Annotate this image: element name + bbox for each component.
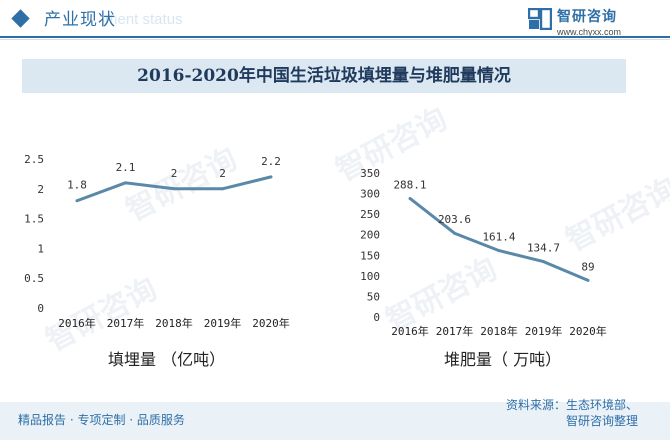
data-source: 资料来源：生态环境部、 智研咨询整理	[506, 397, 638, 429]
data-point	[408, 196, 412, 200]
data-label: 2.1	[116, 161, 136, 174]
chart-title: 2016-2020年中国生活垃圾填埋量与堆肥量情况	[137, 66, 511, 86]
y-tick-label: 1	[37, 242, 44, 255]
logo-icon	[528, 8, 552, 30]
data-label: 203.6	[438, 213, 471, 226]
data-point	[75, 199, 79, 203]
data-point	[269, 175, 273, 179]
data-label: 161.4	[482, 231, 515, 244]
y-tick-label: 1.5	[24, 213, 44, 226]
data-label: 1.8	[67, 179, 87, 192]
x-tick-label: 2020年	[252, 316, 290, 330]
data-point	[453, 231, 456, 235]
y-tick-label: 0.5	[24, 272, 44, 285]
data-source-line-1: 资料来源：生态环境部、	[506, 398, 639, 412]
data-point	[586, 278, 590, 282]
y-tick-label: 250	[360, 208, 380, 221]
y-tick-label: 200	[360, 229, 380, 242]
data-label: 288.1	[393, 178, 426, 191]
data-label: 2	[171, 167, 178, 180]
logo-url[interactable]: www.chyxx.com	[557, 27, 622, 37]
footer-tagline: 精品报告 · 专项定制 · 品质服务	[18, 413, 185, 427]
section-subtitle-en: ment status	[105, 11, 183, 28]
section-title: 产业现状	[44, 10, 116, 30]
x-tick-label: 2019年	[204, 316, 242, 330]
data-label: 2.2	[261, 155, 281, 168]
x-tick-label: 2018年	[480, 324, 518, 338]
x-tick-label: 2018年	[155, 316, 193, 330]
x-tick-label: 2016年	[58, 316, 96, 330]
data-point	[221, 187, 224, 191]
y-tick-label: 2	[37, 183, 44, 196]
x-tick-label: 2016年	[391, 324, 429, 338]
y-tick-label: 350	[360, 167, 380, 180]
data-label: 2	[219, 167, 226, 180]
compost-chart-caption: 堆肥量（ 万吨）	[444, 350, 562, 369]
logo-name: 智研咨询	[557, 9, 617, 25]
data-point	[124, 181, 127, 185]
y-tick-label: 100	[360, 270, 380, 283]
x-tick-label: 2020年	[569, 324, 607, 338]
y-tick-label: 50	[367, 290, 380, 303]
y-tick-label: 300	[360, 188, 380, 201]
y-tick-label: 0	[373, 311, 380, 324]
data-label: 134.7	[527, 242, 560, 255]
landfill-chart-caption: 填埋量 （亿吨）	[108, 350, 226, 369]
y-tick-label: 150	[360, 249, 380, 262]
y-tick-label: 0	[37, 302, 44, 315]
landfill-line-chart: 0 0.5 1 1.5 2 2.5 2016年 2017年 2018年 2019年 2020年 1.8…	[24, 153, 290, 330]
data-point	[172, 187, 176, 191]
data-point	[497, 249, 501, 253]
footer-bar	[0, 402, 670, 440]
header-divider-secondary	[0, 39, 670, 40]
header-diamond-icon	[11, 9, 30, 28]
x-tick-label: 2019年	[525, 324, 563, 338]
x-tick-label: 2017年	[436, 324, 474, 338]
x-tick-label: 2017年	[107, 316, 145, 330]
data-source-line-2: 智研咨询整理	[566, 414, 639, 428]
compost-line-chart: 0 50 100 150 200 250 300 350 2016年 2017年 2018年 2019…	[360, 167, 607, 338]
data-label: 89	[581, 260, 594, 273]
title-band	[22, 59, 626, 93]
header-divider	[0, 36, 670, 38]
data-point	[542, 260, 545, 264]
y-tick-label: 2.5	[24, 153, 44, 166]
